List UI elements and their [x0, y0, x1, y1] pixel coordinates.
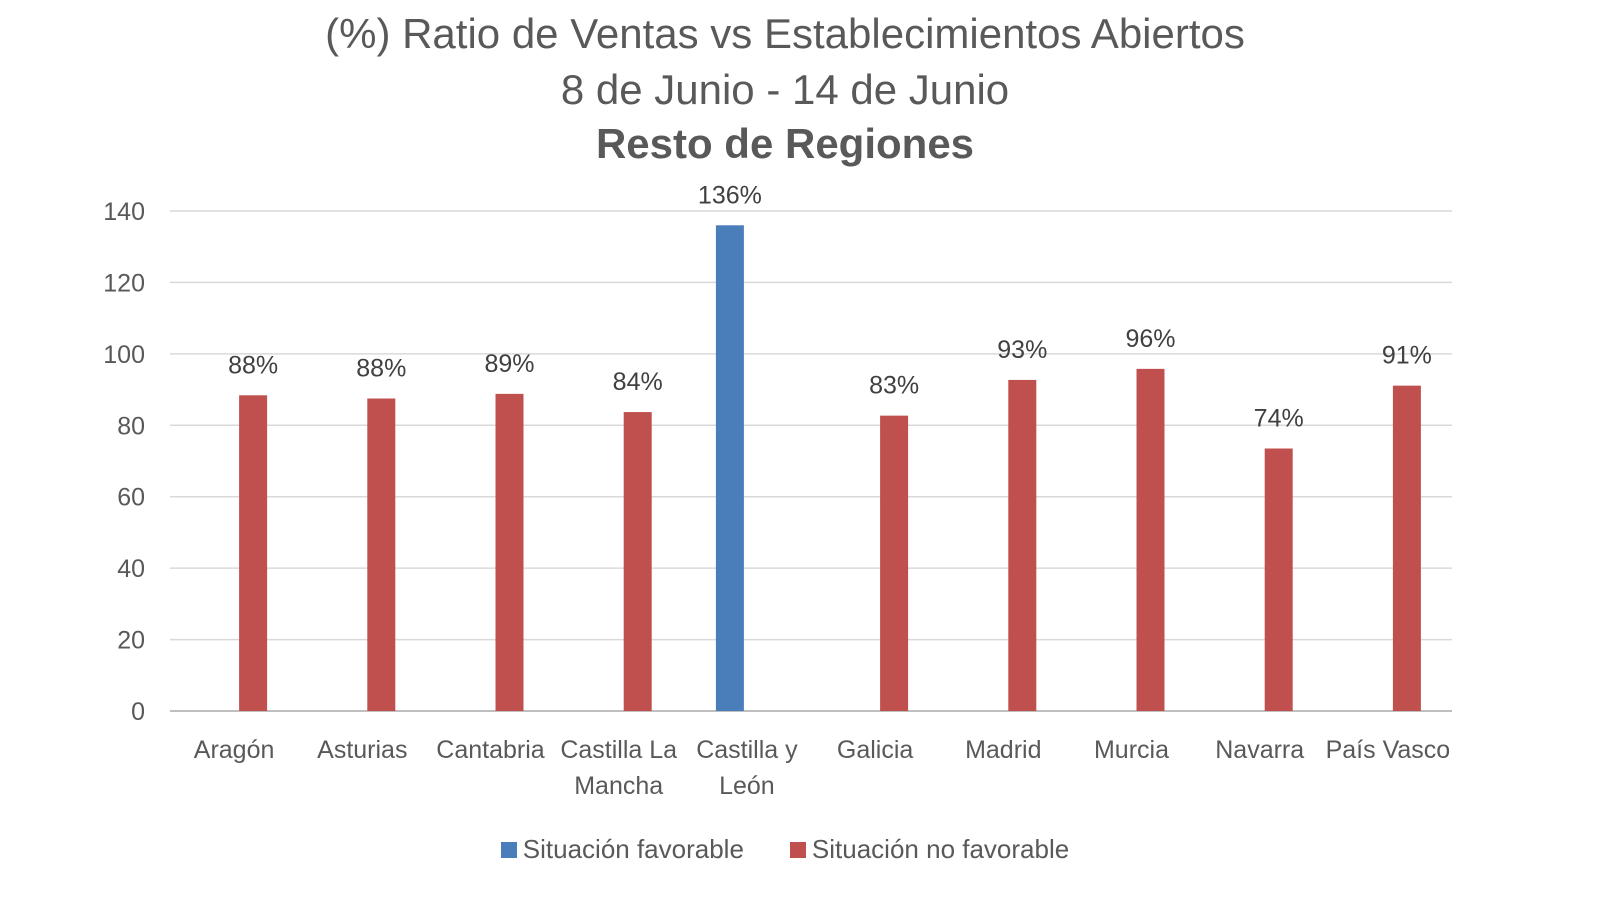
legend-swatch-red: [789, 841, 806, 858]
data-label: 93%: [997, 336, 1047, 364]
x-tick-label: Asturias: [317, 736, 407, 764]
y-tick-label: 80: [117, 412, 145, 440]
data-label: 96%: [1125, 325, 1175, 353]
x-tick-label: Madrid: [965, 736, 1041, 764]
x-tick-label: Murcia: [1094, 736, 1169, 764]
bar: [1136, 368, 1165, 711]
x-tick-label: Castilla y: [696, 736, 798, 764]
y-tick-label: 120: [103, 269, 145, 297]
data-label: 88%: [228, 351, 278, 379]
data-label: 84%: [613, 368, 663, 396]
bar: [1008, 379, 1037, 711]
data-label: 74%: [1254, 405, 1304, 433]
data-label: 83%: [869, 372, 919, 400]
chart-subtitle-regions: Resto de Regiones: [595, 120, 975, 167]
y-tick-label: 40: [117, 555, 145, 583]
bar: [1392, 385, 1421, 711]
data-label: 88%: [356, 355, 406, 383]
legend-swatch-blue: [500, 841, 517, 858]
y-tick-label: 140: [103, 198, 145, 226]
x-tick-label: León: [719, 772, 775, 800]
bar: [239, 395, 268, 711]
bar: [495, 393, 524, 711]
data-label: 136%: [698, 181, 762, 209]
x-tick-label: Cantabria: [436, 736, 544, 764]
bar: [715, 225, 744, 712]
chart-subtitle: 8 de Junio - 14 de Junio: [560, 66, 1010, 113]
legend: Situación favorable Situación no favorab…: [0, 834, 1570, 865]
data-label: 91%: [1382, 342, 1432, 370]
bar: [623, 412, 652, 711]
legend-label: Situación no favorable: [811, 834, 1070, 864]
y-tick-label: 60: [117, 484, 145, 512]
chart-title: (%) Ratio de Ventas vs Establecimientos …: [325, 10, 1245, 57]
x-tick-label: Galicia: [837, 736, 914, 764]
x-tick-label: Castilla La: [560, 736, 677, 764]
x-tick-label: Mancha: [574, 772, 663, 800]
data-label: 89%: [484, 350, 534, 378]
x-tick-label: País Vasco: [1326, 736, 1451, 764]
legend-label: Situación favorable: [522, 834, 744, 864]
y-tick-label: 20: [117, 627, 145, 655]
x-tick-label: Aragón: [194, 736, 275, 764]
x-tick-label: Navarra: [1215, 736, 1304, 764]
legend-item-favorable: Situación favorable: [500, 834, 744, 865]
bar: [1264, 448, 1293, 711]
bar: [367, 398, 396, 711]
y-tick-label: 0: [131, 698, 145, 726]
legend-item-no-favorable: Situación no favorable: [789, 834, 1070, 865]
bar: [880, 415, 909, 711]
y-tick-label: 100: [103, 341, 145, 369]
